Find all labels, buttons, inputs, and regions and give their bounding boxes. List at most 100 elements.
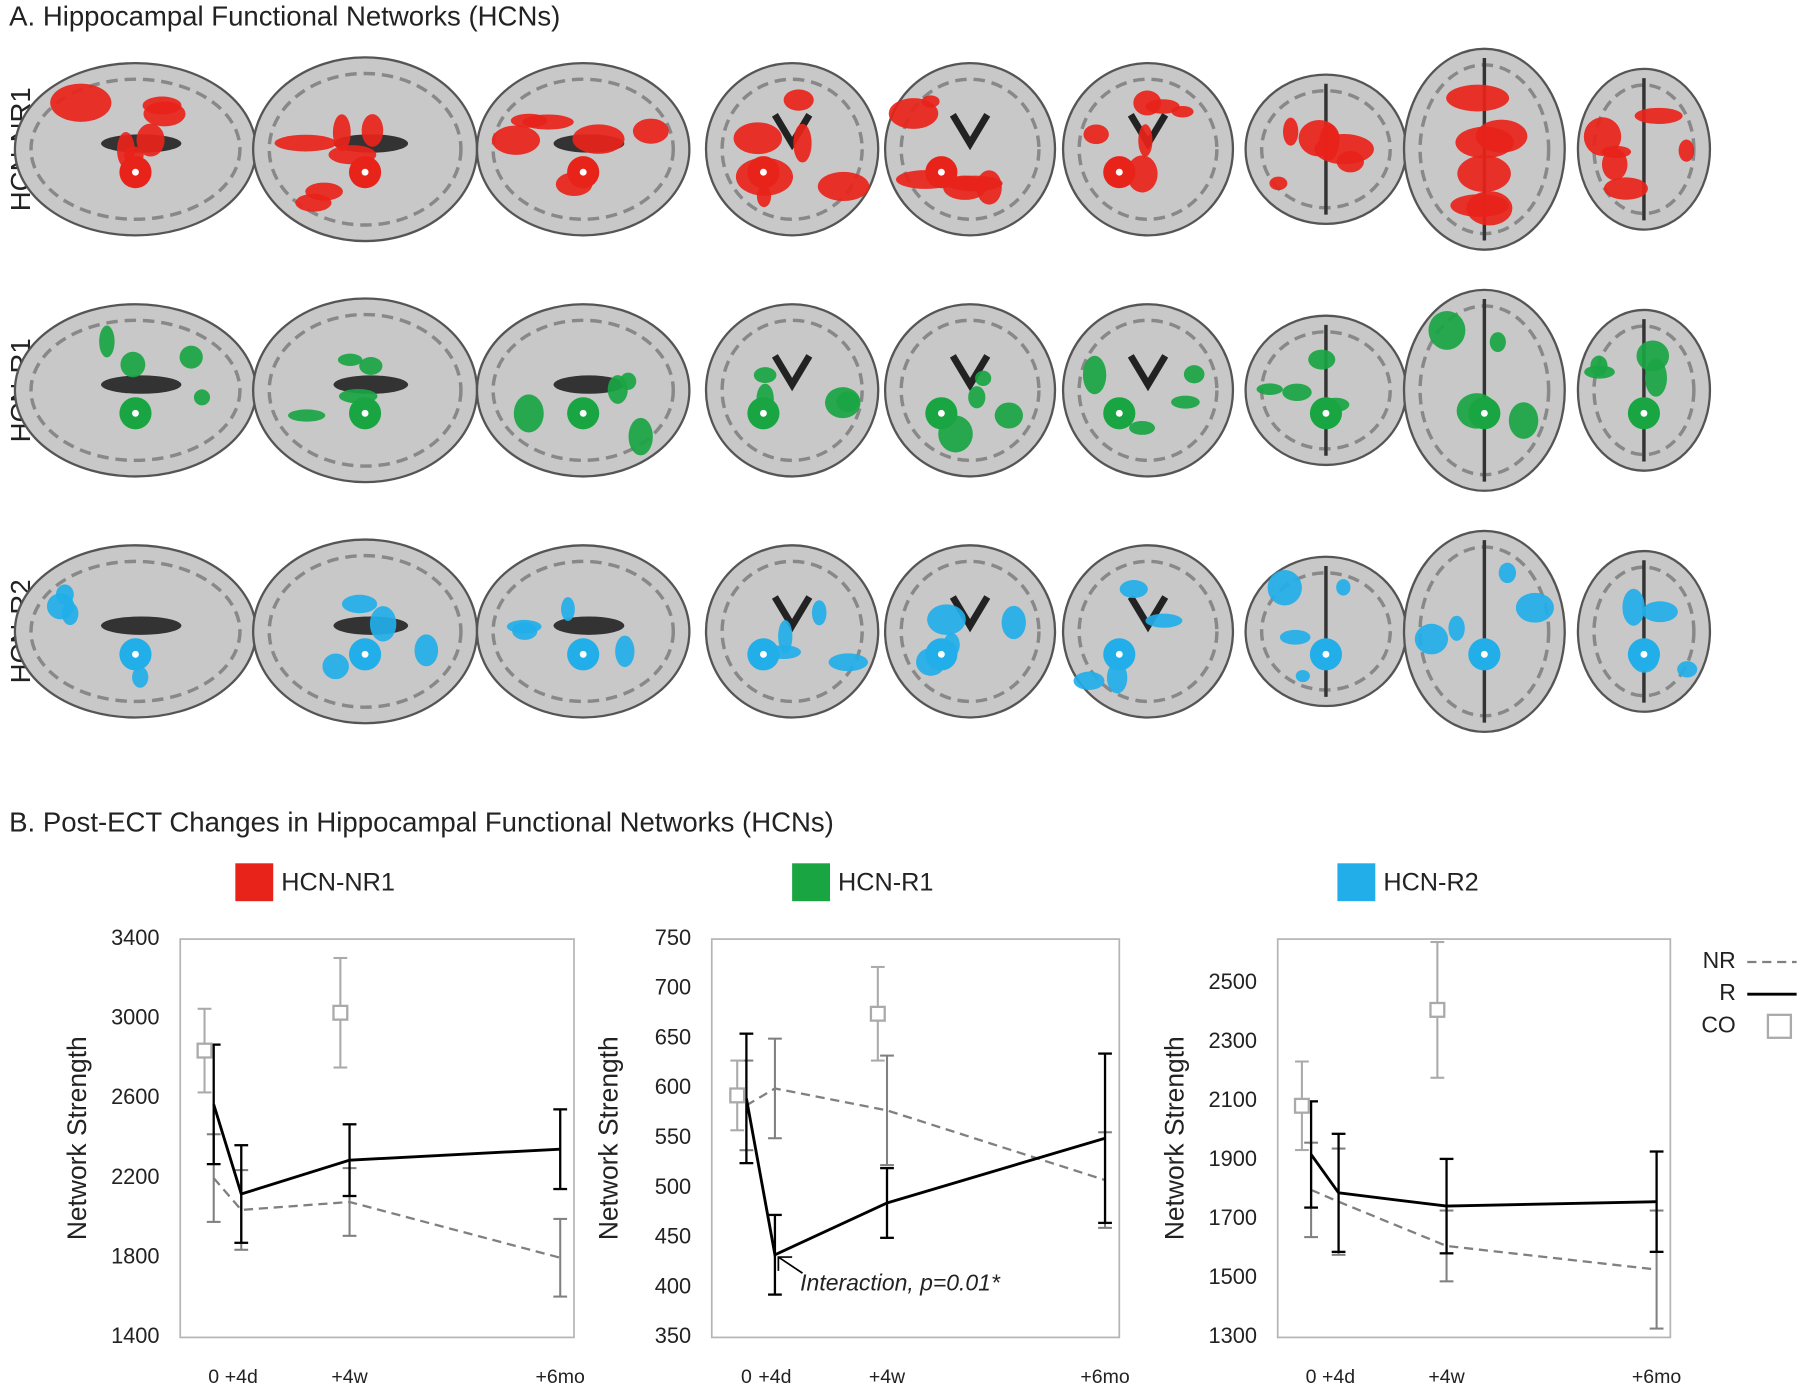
brain-inner <box>491 559 676 704</box>
activation-blob <box>1308 349 1336 370</box>
y-tick-label: 2600 <box>111 1084 160 1109</box>
activation-blob <box>1145 99 1180 114</box>
r-line <box>744 1098 1106 1257</box>
y-axis-label: Network Strength <box>594 1036 624 1240</box>
seed-center <box>361 650 369 658</box>
chart: HCN-R1 Network Strength 350 400 450 500 550 600… <box>594 863 1130 1388</box>
activation-blob <box>733 122 782 155</box>
title-swatch <box>792 863 831 902</box>
r-line <box>1309 1153 1657 1208</box>
y-tick-label: 1800 <box>111 1244 160 1269</box>
brain-slice <box>1061 61 1235 237</box>
seed-center <box>937 650 945 658</box>
panel-b-title: B. Post-ECT Changes in Hippocampal Funct… <box>9 807 834 838</box>
activation-blob <box>615 635 635 668</box>
x-tick-label: 0 <box>208 1366 219 1388</box>
activation-blob <box>1448 615 1465 641</box>
activation-blob <box>414 634 439 667</box>
y-tick-label: 2200 <box>111 1164 160 1189</box>
brain-slice <box>704 61 880 237</box>
x-tick-label: +6mo <box>1080 1366 1129 1388</box>
activation-blob <box>572 124 625 154</box>
activation-blob <box>1466 191 1513 226</box>
activation-blob <box>491 125 541 155</box>
seed-center <box>1480 409 1488 417</box>
brain-slice <box>1244 73 1408 226</box>
activation-blob <box>1256 383 1283 395</box>
ventricle <box>1127 595 1169 633</box>
activation-blob <box>506 619 542 634</box>
seed-center <box>1322 409 1330 417</box>
x-tick-label: +4d <box>225 1366 258 1388</box>
y-tick-label: 1400 <box>111 1323 160 1348</box>
brain-inner <box>899 77 1041 221</box>
seed-center <box>579 168 587 176</box>
chart-title: HCN-NR1 <box>281 869 395 897</box>
brain-inner <box>491 77 676 221</box>
brain-inner <box>1592 565 1696 698</box>
activation-blob <box>132 666 149 688</box>
brain-inner <box>1592 324 1696 457</box>
brain-slice <box>1402 529 1566 733</box>
chart-title: HCN-R1 <box>838 869 933 897</box>
brain-slice <box>1576 67 1712 231</box>
x-tick-label: +4w <box>869 1366 906 1388</box>
y-tick-label: 1500 <box>1209 1264 1258 1289</box>
activation-blob <box>620 372 637 390</box>
activation-blob <box>828 653 868 672</box>
ventricle <box>771 354 813 392</box>
plot-frame <box>1276 938 1672 1339</box>
activation-blob <box>994 402 1023 429</box>
activation-blob <box>1129 420 1156 435</box>
title-swatch <box>235 863 274 902</box>
brain-inner <box>720 77 864 221</box>
brain-inner <box>1077 77 1219 221</box>
activation-blob <box>61 602 79 626</box>
x-tick-label: +4d <box>758 1366 791 1388</box>
ventricle <box>949 595 991 633</box>
activation-blob <box>1515 592 1554 623</box>
seed-center <box>1640 409 1648 417</box>
seed-center <box>579 650 587 658</box>
x-tick-label: +4w <box>331 1366 368 1388</box>
seed-center <box>1640 650 1648 658</box>
co-marker <box>1429 1001 1446 1018</box>
brain-slice <box>475 544 691 719</box>
activation-blob <box>1145 613 1183 628</box>
nr-line <box>745 1087 1106 1182</box>
chart-title: HCN-R2 <box>1383 869 1478 897</box>
y-tick-label: 700 <box>655 975 691 1000</box>
plot-frame <box>710 938 1121 1339</box>
activation-blob <box>628 417 653 456</box>
activation-blob <box>1634 107 1683 124</box>
y-tick-label: 400 <box>655 1273 691 1298</box>
ventricle <box>101 375 182 394</box>
activation-blob <box>341 594 378 614</box>
seed-center <box>1480 650 1488 658</box>
brain-slice <box>1244 314 1408 467</box>
ventricle <box>553 375 625 394</box>
activation-blob <box>1457 155 1511 193</box>
chart: HCN-NR1 Network Strength 1400 1800 2200 2600 3… <box>62 863 585 1388</box>
ventricle <box>949 113 991 151</box>
activation-blob <box>99 325 115 358</box>
activation-blob <box>1498 562 1517 584</box>
chart: HCN-R2 Network Strength 1300 1500 1700 1900 21… <box>1160 863 1681 1388</box>
activation-blob <box>1295 669 1310 683</box>
activation-blob <box>1001 605 1026 640</box>
brain-slice <box>1061 544 1235 719</box>
co-marker <box>729 1087 746 1104</box>
activation-blob <box>1601 148 1628 181</box>
brain-slice <box>13 303 258 478</box>
y-tick-label: 3400 <box>111 925 160 950</box>
co-marker <box>1293 1097 1310 1114</box>
activation-blob <box>921 95 940 108</box>
activation-blob <box>1642 601 1678 623</box>
activation-blob <box>1119 580 1148 599</box>
y-tick-label: 350 <box>655 1323 691 1348</box>
co-marker <box>332 1004 349 1021</box>
activation-blob <box>632 118 669 144</box>
activation-blob <box>1622 588 1645 626</box>
activation-blob <box>1269 176 1288 191</box>
